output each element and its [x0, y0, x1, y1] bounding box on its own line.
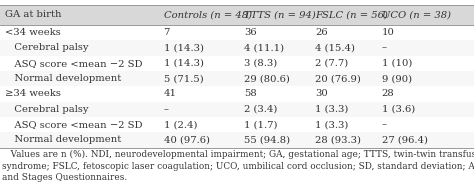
- Text: Cerebral palsy: Cerebral palsy: [5, 43, 88, 52]
- Text: UCO (n = 38): UCO (n = 38): [382, 10, 451, 19]
- Text: 29 (80.6): 29 (80.6): [244, 74, 290, 83]
- Text: 3 (8.3): 3 (8.3): [244, 59, 277, 68]
- Bar: [0, 117, 474, 132]
- Text: –: –: [382, 120, 387, 129]
- Text: ≥34 weeks: ≥34 weeks: [5, 89, 61, 98]
- Text: and Stages Questionnaires.: and Stages Questionnaires.: [2, 173, 128, 182]
- Text: 1 (3.3): 1 (3.3): [315, 105, 348, 114]
- Text: Controls (n = 48): Controls (n = 48): [164, 10, 252, 19]
- Text: ASQ score <mean −2 SD: ASQ score <mean −2 SD: [5, 120, 142, 129]
- Text: 41: 41: [164, 89, 176, 98]
- Text: 1 (1.7): 1 (1.7): [244, 120, 278, 129]
- Text: FSLC (n = 56): FSLC (n = 56): [315, 10, 388, 19]
- Text: 2 (7.7): 2 (7.7): [315, 59, 348, 68]
- Text: 1 (2.4): 1 (2.4): [164, 120, 197, 129]
- Bar: [0, 71, 474, 86]
- Text: 4 (11.1): 4 (11.1): [244, 43, 284, 52]
- Bar: [0, 25, 474, 40]
- Bar: [0, 56, 474, 71]
- Text: 2 (3.4): 2 (3.4): [244, 105, 277, 114]
- Text: 58: 58: [244, 89, 257, 98]
- Bar: [0, 132, 474, 148]
- Text: 27 (96.4): 27 (96.4): [382, 135, 428, 144]
- Text: Normal development: Normal development: [5, 135, 121, 144]
- Text: –: –: [382, 43, 387, 52]
- Text: 1 (14.3): 1 (14.3): [164, 43, 203, 52]
- Text: 40 (97.6): 40 (97.6): [164, 135, 210, 144]
- Text: 5 (71.5): 5 (71.5): [164, 74, 203, 83]
- Text: 26: 26: [315, 28, 328, 37]
- Text: 1 (10): 1 (10): [382, 59, 412, 68]
- Text: Normal development: Normal development: [5, 74, 121, 83]
- Bar: [0, 86, 474, 102]
- Text: 9 (90): 9 (90): [382, 74, 412, 83]
- Text: 28: 28: [382, 89, 394, 98]
- Text: GA at birth: GA at birth: [5, 10, 61, 19]
- Text: 7: 7: [164, 28, 170, 37]
- Text: <34 weeks: <34 weeks: [5, 28, 61, 37]
- Text: TTTS (n = 94): TTTS (n = 94): [244, 10, 316, 19]
- Text: Cerebral palsy: Cerebral palsy: [5, 105, 88, 114]
- Text: 1 (3.6): 1 (3.6): [382, 105, 415, 114]
- Text: 55 (94.8): 55 (94.8): [244, 135, 290, 144]
- Text: 28 (93.3): 28 (93.3): [315, 135, 361, 144]
- Text: 4 (15.4): 4 (15.4): [315, 43, 355, 52]
- Text: Values are n (%). NDI, neurodevelopmental impairment; GA, gestational age; TTTS,: Values are n (%). NDI, neurodevelopmenta…: [2, 150, 474, 160]
- Text: 10: 10: [382, 28, 394, 37]
- Text: ASQ score <mean −2 SD: ASQ score <mean −2 SD: [5, 59, 142, 68]
- Bar: [0, 40, 474, 56]
- Text: 36: 36: [244, 28, 257, 37]
- Bar: [0, 5, 474, 25]
- Text: 30: 30: [315, 89, 328, 98]
- Bar: [0, 102, 474, 117]
- Text: –: –: [164, 105, 169, 114]
- Text: syndrome; FSLC, fetoscopic laser coagulation; UCO, umbilical cord occlusion; SD,: syndrome; FSLC, fetoscopic laser coagula…: [2, 162, 474, 171]
- Text: 20 (76.9): 20 (76.9): [315, 74, 361, 83]
- Text: 1 (3.3): 1 (3.3): [315, 120, 348, 129]
- Text: 1 (14.3): 1 (14.3): [164, 59, 203, 68]
